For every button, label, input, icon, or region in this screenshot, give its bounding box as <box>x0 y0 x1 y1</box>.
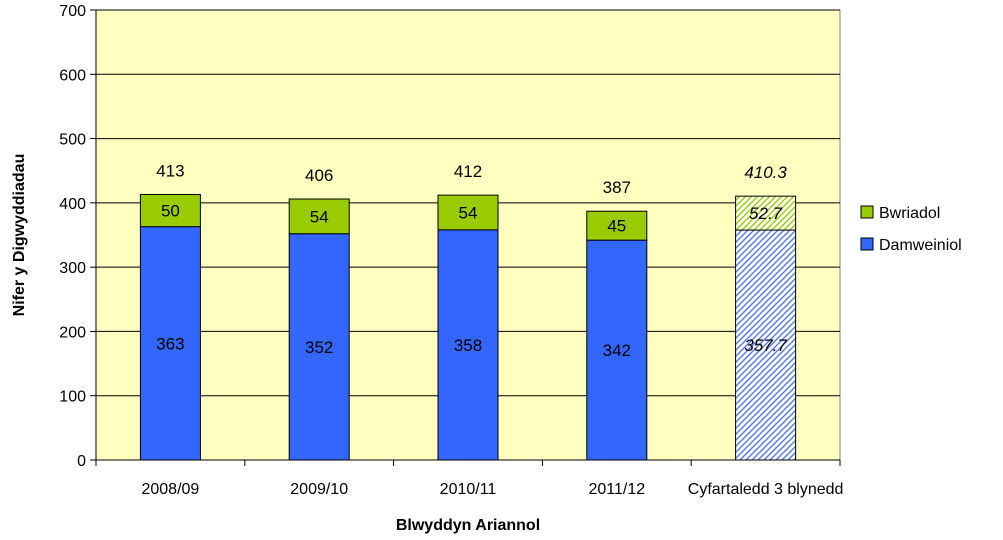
legend-label: Bwriadol <box>879 205 940 222</box>
data-label-bwriadol: 54 <box>459 204 478 223</box>
y-tick-label: 300 <box>59 260 86 277</box>
y-tick-label: 100 <box>59 389 86 406</box>
bar-damweiniol <box>586 239 648 461</box>
data-label-damweiniol: 352 <box>305 338 333 357</box>
y-tick-label: 400 <box>59 196 86 213</box>
data-label-total: 387 <box>603 178 631 197</box>
data-label-total: 410.3 <box>744 163 787 182</box>
bar-damweiniol <box>288 233 350 461</box>
data-label-bwriadol: 50 <box>161 202 180 221</box>
y-tick-label: 200 <box>59 324 86 341</box>
data-label-damweiniol: 358 <box>454 336 482 355</box>
data-label-damweiniol: 363 <box>156 334 184 353</box>
legend: Bwriadol Damweiniol <box>860 205 962 254</box>
bar-bwriadol <box>437 194 499 231</box>
axes <box>90 9 841 466</box>
bar-bwriadol <box>586 210 648 241</box>
legend-label: Damweiniol <box>879 237 962 254</box>
y-tick-label: 500 <box>59 132 86 149</box>
y-tick-label: 700 <box>59 3 86 20</box>
data-labels: 363 50 413 352 54 406 358 54 412 342 45 387 357.7 52.… <box>156 162 787 361</box>
x-tick-label: 2011/12 <box>588 481 645 498</box>
y-tick-label: 600 <box>59 67 86 84</box>
y-tick-label: 0 <box>77 453 86 470</box>
bars <box>139 194 797 461</box>
x-axis-title: Blwyddyn Ariannol <box>396 517 540 534</box>
data-label-total: 406 <box>305 166 333 185</box>
x-tick-label: 2009/10 <box>290 481 348 498</box>
data-label-damweiniol: 357.7 <box>744 336 787 355</box>
data-label-damweiniol: 342 <box>603 341 631 360</box>
bar-damweiniol <box>437 229 499 461</box>
bar-damweiniol <box>139 226 201 461</box>
data-label-bwriadol: 52.7 <box>749 204 783 223</box>
legend-swatch <box>860 237 874 251</box>
bar-bwriadol <box>735 195 797 231</box>
data-label-bwriadol: 54 <box>310 207 329 226</box>
bar-damweiniol <box>735 229 797 461</box>
bar-bwriadol <box>288 198 350 235</box>
data-label-total: 412 <box>454 162 482 181</box>
data-label-bwriadol: 45 <box>607 217 626 236</box>
data-label-total: 413 <box>156 162 184 181</box>
legend-swatch <box>860 205 874 219</box>
x-tick-label: 2010/11 <box>440 481 497 498</box>
x-tick-label: 2008/09 <box>141 481 199 498</box>
x-tick-label: Cyfartaledd 3 blynedd <box>688 481 844 498</box>
gridlines <box>96 9 840 397</box>
bar-bwriadol <box>139 194 201 228</box>
y-axis-title: Nifer y Digwyddiadau <box>11 154 28 317</box>
tick-labels: 0 100 200 300 400 500 600 700 2008/09 2009/10 2010… <box>59 3 843 498</box>
